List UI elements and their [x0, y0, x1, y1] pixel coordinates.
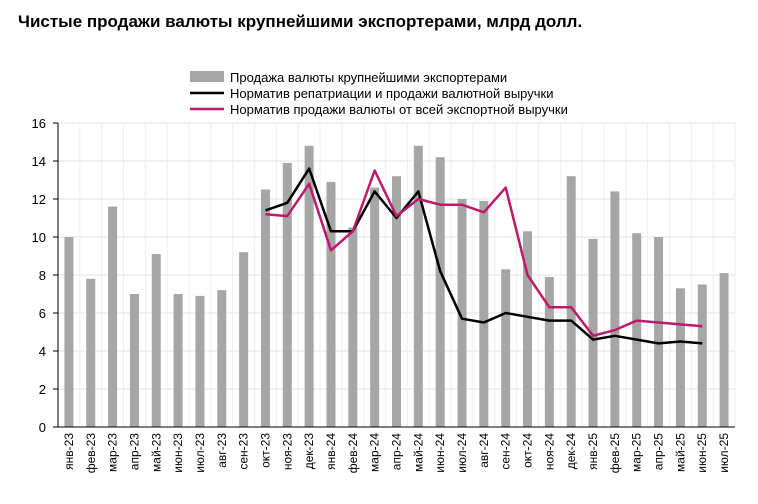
bar [282, 162, 292, 427]
bar [260, 189, 270, 427]
x-tick-label: фев-23 [84, 433, 98, 474]
x-tick-label: окт-23 [258, 433, 272, 468]
x-tick-label: мар-24 [368, 433, 382, 472]
bar [108, 206, 118, 427]
bar [348, 227, 358, 427]
legend-label: Продажа валюты крупнейшими экспортерами [230, 70, 507, 85]
x-tick-label: май-25 [673, 433, 687, 472]
bar [523, 231, 533, 427]
bar [151, 254, 161, 427]
x-tick-label: авг-24 [477, 433, 491, 468]
bar [195, 295, 205, 427]
bar [654, 237, 664, 427]
legend-swatch-bar [190, 71, 224, 82]
bar [64, 237, 74, 427]
bar [326, 181, 336, 427]
bar [719, 273, 729, 427]
y-tick-label: 16 [32, 116, 46, 131]
x-tick-label: июн-25 [695, 433, 709, 473]
x-tick-label: апр-24 [390, 433, 404, 471]
bar [413, 145, 423, 428]
x-tick-label: май-23 [149, 433, 163, 472]
bar [392, 176, 401, 427]
x-tick-label: апр-23 [127, 433, 141, 471]
legend-label: Норматив репатриации и продажи валютной … [230, 86, 553, 101]
series-line [265, 167, 703, 345]
series-line [265, 169, 703, 338]
x-tick-label: мар-23 [106, 433, 120, 472]
bar [217, 290, 227, 427]
bar [501, 269, 511, 427]
bar [86, 278, 96, 427]
x-tick-label: дек-23 [302, 433, 316, 470]
x-tick-label: дек-24 [564, 433, 578, 470]
x-tick-label: авг-23 [215, 433, 229, 468]
x-tick-label: мар-25 [630, 433, 644, 472]
bar [304, 145, 314, 428]
x-tick-label: фев-25 [608, 433, 622, 474]
bar [697, 284, 707, 427]
x-tick-label: ноя-24 [542, 433, 556, 470]
x-tick-label: янв-23 [62, 433, 76, 470]
x-tick-label: июн-23 [171, 433, 185, 473]
y-tick-label: 2 [39, 382, 46, 397]
x-tick-label: сен-24 [499, 433, 513, 470]
bar [675, 288, 685, 427]
y-tick-label: 0 [39, 420, 46, 435]
y-tick-label: 4 [39, 344, 46, 359]
bar [370, 187, 380, 427]
x-tick-label: июн-24 [433, 433, 447, 473]
x-tick-label: апр-25 [652, 433, 666, 471]
x-tick-label: фев-24 [346, 433, 360, 474]
x-tick-label: июл-25 [717, 433, 731, 473]
chart-title: Чистые продажи валюты крупнейшими экспор… [18, 12, 583, 31]
x-tick-label: июл-23 [193, 433, 207, 473]
bar [479, 200, 489, 427]
bar [632, 233, 642, 427]
bar [588, 238, 598, 427]
x-tick-label: сен-23 [237, 433, 251, 470]
x-tick-label: июл-24 [455, 433, 469, 473]
x-tick-label: окт-24 [521, 433, 535, 468]
bar [610, 191, 620, 427]
legend-label: Норматив продажи валюты от всей экспортн… [230, 102, 568, 117]
bar [435, 157, 445, 427]
y-tick-label: 14 [32, 154, 46, 169]
bar [173, 294, 183, 427]
bar [239, 252, 249, 427]
x-tick-label: май-24 [411, 433, 425, 472]
y-tick-label: 12 [32, 192, 46, 207]
bar [544, 276, 554, 427]
y-tick-label: 10 [32, 230, 46, 245]
x-tick-label: ноя-23 [280, 433, 294, 470]
y-tick-label: 6 [39, 306, 46, 321]
bar [566, 176, 576, 427]
y-tick-label: 8 [39, 268, 46, 283]
bar [457, 199, 467, 427]
x-tick-label: янв-24 [324, 433, 338, 470]
bar [129, 294, 139, 427]
x-tick-label: янв-25 [586, 433, 600, 470]
